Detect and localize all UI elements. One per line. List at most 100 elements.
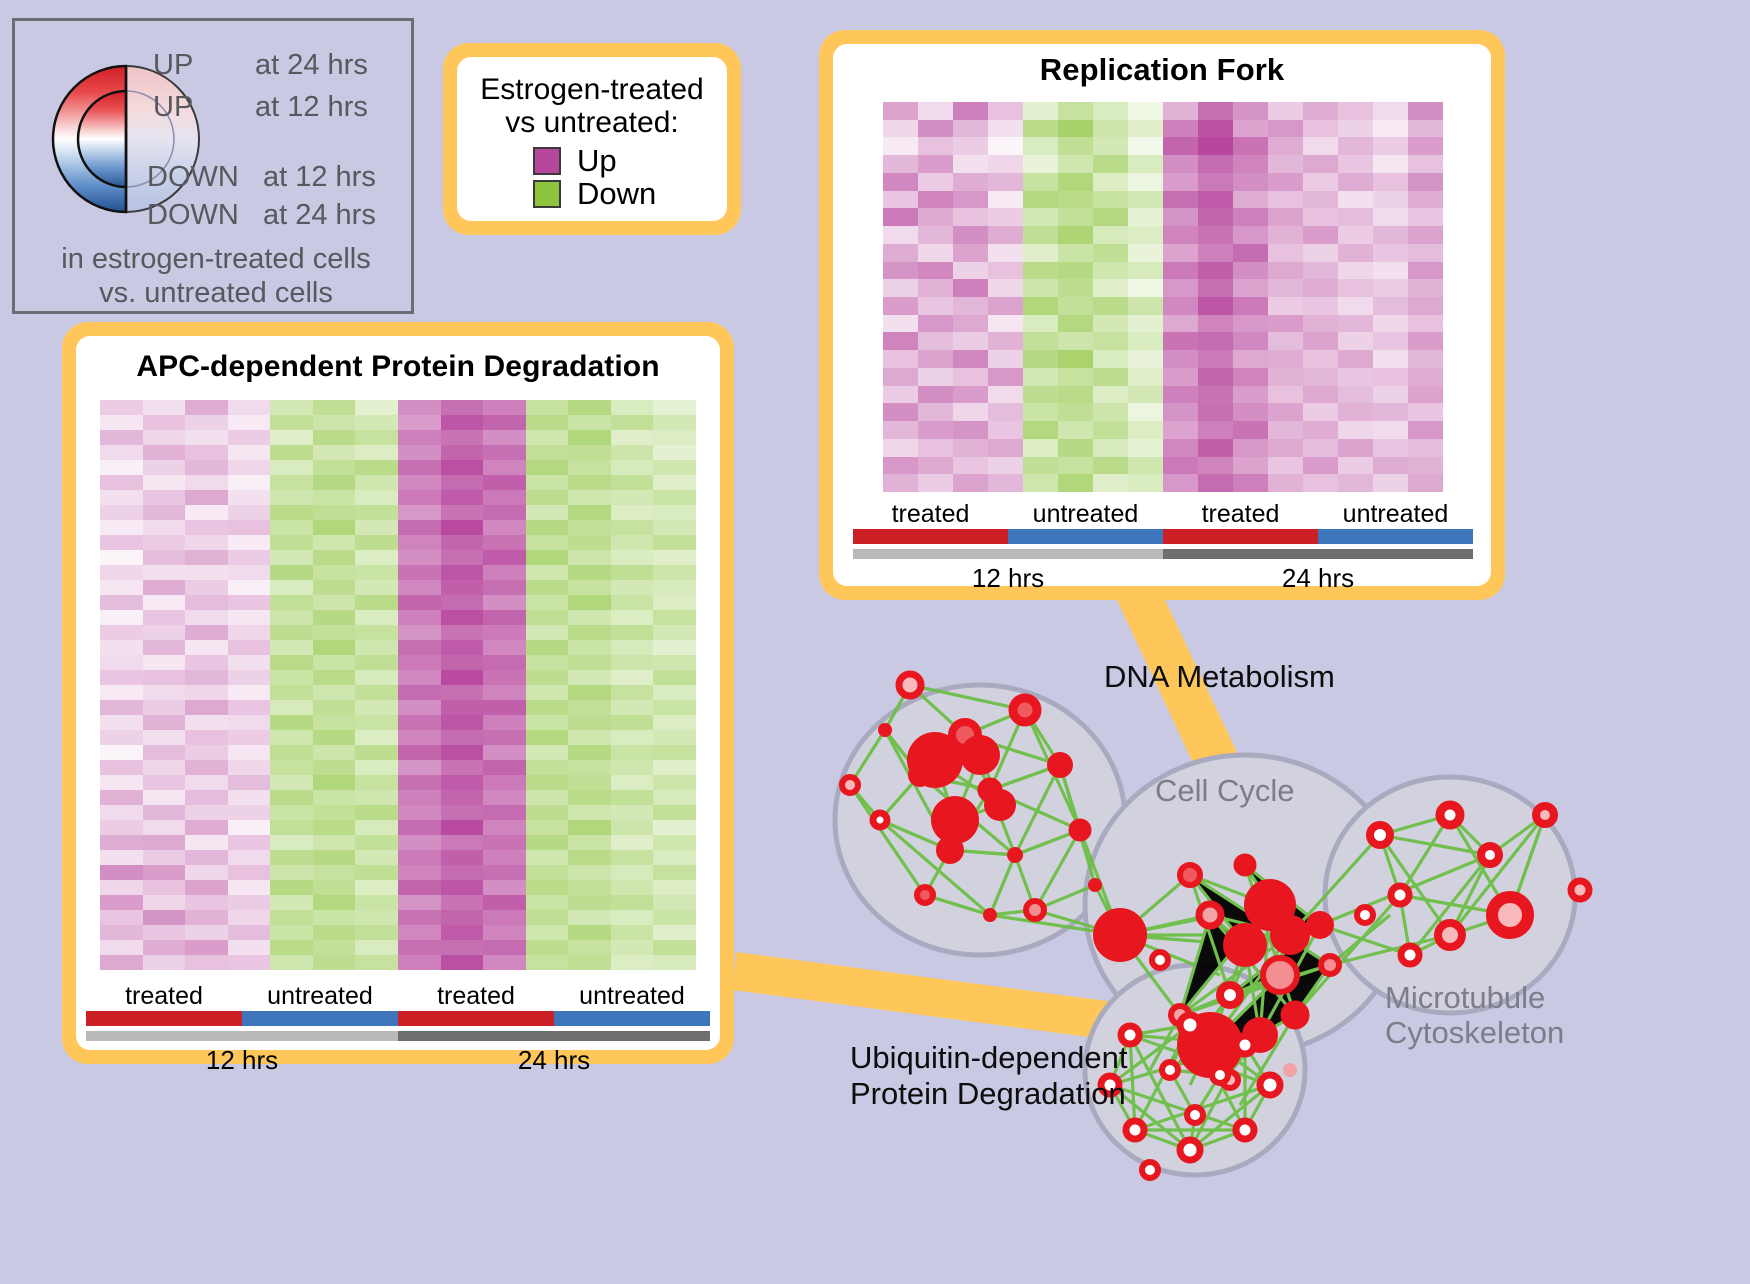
heatmap-cell xyxy=(1058,243,1093,262)
heatmap-cell xyxy=(185,880,228,895)
heatmap-cell xyxy=(953,208,988,227)
heatmap-cell xyxy=(953,367,988,386)
heatmap-cell xyxy=(610,910,654,925)
heatmap-cell xyxy=(1373,119,1408,138)
heatmap-cell xyxy=(1128,296,1163,315)
legend-row-up-24: UP xyxy=(153,49,193,82)
heatmap-cell xyxy=(142,820,186,835)
heatmap-cell xyxy=(398,895,441,910)
heatmap-cell xyxy=(1338,474,1373,492)
heatmap-cell xyxy=(568,685,611,700)
heatmap-cell xyxy=(483,880,526,895)
heatmap-cell xyxy=(227,745,271,760)
heatmap-cell xyxy=(483,760,526,775)
heatmap-cell xyxy=(1268,208,1303,227)
heatmap-cell xyxy=(270,880,313,895)
heatmap-cell xyxy=(270,940,313,955)
heatmap-cell xyxy=(398,640,441,655)
heatmap-cell xyxy=(953,296,988,315)
bar-untreated-12 xyxy=(1008,529,1163,544)
replication-fork-heatmap xyxy=(883,102,1443,492)
heatmap-cell xyxy=(1128,226,1163,244)
heatmap-cell xyxy=(988,155,1023,173)
heatmap-cell xyxy=(398,820,441,835)
heatmap-cell xyxy=(1373,385,1408,404)
heatmap-cell xyxy=(312,625,356,640)
heatmap-cell xyxy=(398,715,441,730)
heatmap-cell xyxy=(100,535,143,550)
heatmap-cell xyxy=(568,460,611,475)
estrogen-legend-title: Estrogen-treated vs untreated: xyxy=(480,73,704,139)
heatmap-cell xyxy=(270,460,313,475)
heatmap-cell xyxy=(440,895,484,910)
heatmap-cell xyxy=(883,119,918,138)
heatmap-cell xyxy=(142,925,186,940)
heatmap-cell xyxy=(355,925,398,940)
heatmap-cell xyxy=(1408,421,1443,439)
heatmap-cell xyxy=(568,850,611,865)
heatmap-cell xyxy=(100,625,143,640)
heatmap-cell xyxy=(100,640,143,655)
heatmap-cell xyxy=(1128,208,1163,227)
heatmap-cell xyxy=(918,243,953,262)
heatmap-cell xyxy=(100,550,143,565)
replication-fork-annotations: treated untreated treated untreated 12 h xyxy=(853,500,1473,594)
heatmap-cell xyxy=(398,580,441,595)
heatmap-cell xyxy=(227,445,271,460)
legend-row-down-12: DOWN xyxy=(147,161,239,193)
heatmap-cell xyxy=(1093,243,1128,262)
heatmap-cell xyxy=(142,445,186,460)
heatmap-cell xyxy=(568,895,611,910)
heatmap-cell xyxy=(1163,119,1198,138)
heatmap-cell xyxy=(653,865,696,880)
heatmap-cell xyxy=(398,460,441,475)
heatmap-cell xyxy=(568,865,611,880)
heatmap-cell xyxy=(1233,332,1268,351)
heatmap-cell xyxy=(988,438,1023,457)
heatmap-cell xyxy=(440,850,484,865)
heatmap-cell xyxy=(185,910,228,925)
heatmap-cell xyxy=(100,865,143,880)
heatmap-cell xyxy=(440,730,484,745)
heatmap-cell xyxy=(440,415,484,430)
heatmap-cell xyxy=(270,805,313,820)
heatmap-cell xyxy=(1163,385,1198,404)
heatmap-cell xyxy=(1163,367,1198,386)
heatmap-cell xyxy=(988,102,1023,120)
heatmap-cell xyxy=(653,850,696,865)
heatmap-cell xyxy=(610,700,654,715)
heatmap-cell xyxy=(1233,137,1268,156)
heatmap-cell xyxy=(610,940,654,955)
heatmap-cell xyxy=(483,805,526,820)
heatmap-cell xyxy=(100,400,143,415)
heatmap-cell xyxy=(1408,279,1443,297)
heatmap-cell xyxy=(398,925,441,940)
heatmap-cell xyxy=(653,550,696,565)
heatmap-cell xyxy=(483,715,526,730)
heatmap-cell xyxy=(1058,350,1093,368)
heatmap-cell xyxy=(100,805,143,820)
heatmap-cell xyxy=(100,430,143,445)
bar-12hrs xyxy=(86,1031,398,1041)
heatmap-cell xyxy=(988,243,1023,262)
heatmap-cell xyxy=(227,550,271,565)
heatmap-cell xyxy=(568,940,611,955)
heatmap-cell xyxy=(568,415,611,430)
heatmap-cell xyxy=(1058,102,1093,120)
heatmap-cell xyxy=(1408,190,1443,209)
heatmap-cell xyxy=(398,430,441,445)
heatmap-cell xyxy=(568,760,611,775)
heatmap-cell xyxy=(1163,279,1198,297)
heatmap-cell xyxy=(653,415,696,430)
heatmap-cell xyxy=(227,955,271,970)
microtubule-line2: Cytoskeleton xyxy=(1385,1015,1565,1051)
heatmap-cell xyxy=(227,520,271,535)
heatmap-cell xyxy=(185,460,228,475)
heatmap-cell xyxy=(440,460,484,475)
heatmap-cell xyxy=(1163,474,1198,492)
heatmap-cell xyxy=(355,910,398,925)
heatmap-cell xyxy=(988,279,1023,297)
heatmap-cell xyxy=(1128,367,1163,386)
timepoint-labels: 12 hrs 24 hrs xyxy=(971,563,1355,593)
heatmap-cell xyxy=(142,640,186,655)
